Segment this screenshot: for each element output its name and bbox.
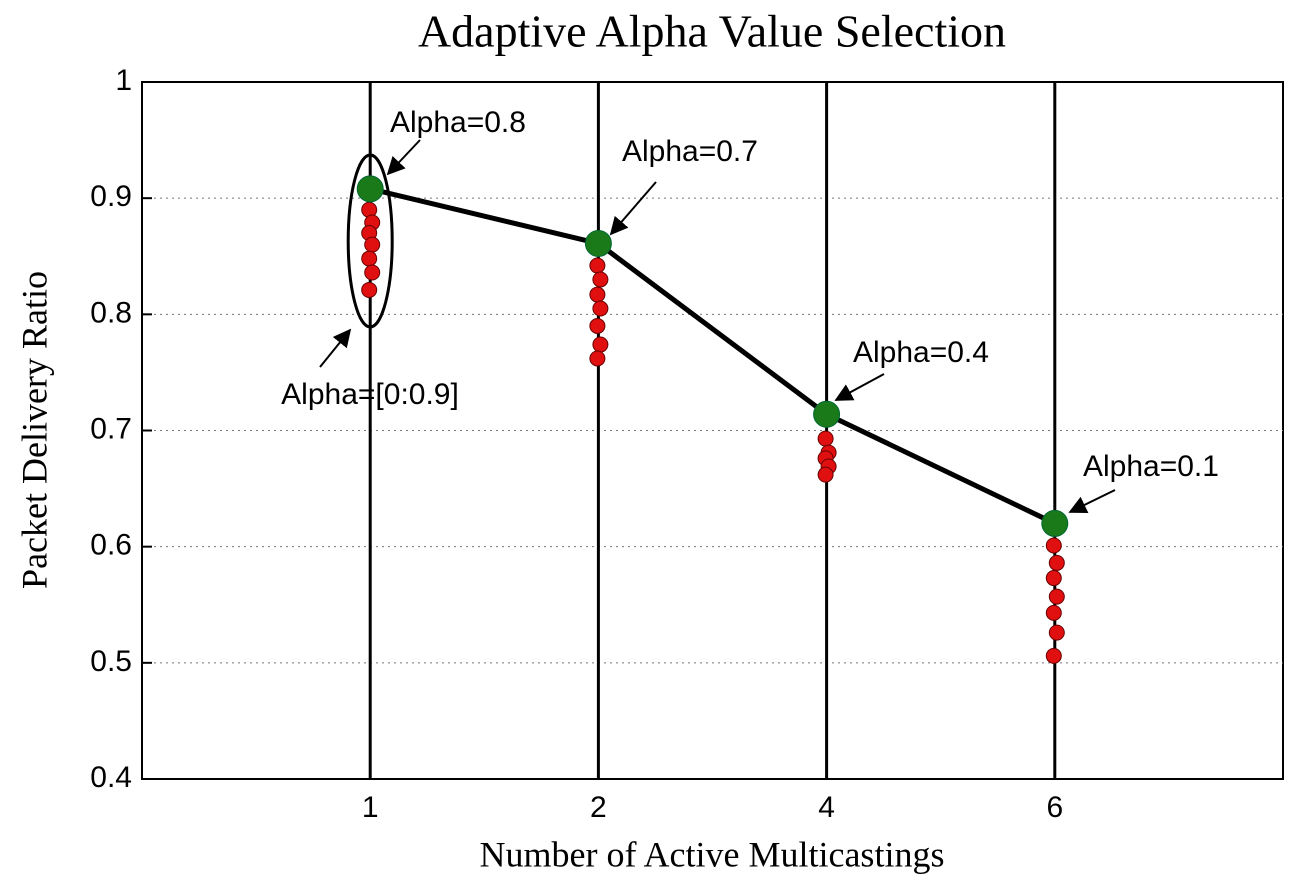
y-tick-label: 0.6 (90, 529, 132, 562)
annotation-arrow (319, 328, 352, 368)
y-tick-label: 0.4 (90, 761, 132, 794)
alpha-point (1045, 537, 1062, 554)
alpha-point (1048, 554, 1065, 571)
y-axis-label: Packet Delivery Ratio (14, 271, 54, 589)
annotation: Alpha=0.7 (622, 135, 758, 168)
alpha-point (592, 336, 609, 353)
annotation: Alpha=[0:0.9] (281, 378, 459, 411)
annotation-arrow (834, 373, 885, 401)
annotation: Alpha=0.4 (853, 336, 989, 369)
alpha-point (592, 300, 609, 317)
best-alpha-point (356, 175, 384, 203)
x-tick-label: 2 (590, 791, 607, 824)
annotation: Alpha=0.1 (1083, 450, 1219, 483)
alpha-point (1045, 647, 1062, 664)
annotation-arrow (1068, 489, 1116, 513)
alpha-point (589, 317, 606, 334)
alpha-point (817, 430, 834, 447)
alpha-point (361, 281, 378, 298)
x-tick-label: 6 (1046, 791, 1063, 824)
alpha-point (364, 264, 381, 281)
alpha-point (1048, 588, 1065, 605)
best-alpha-point (813, 400, 841, 428)
y-tick-label: 0.8 (90, 296, 132, 329)
alpha-point (817, 466, 834, 483)
alpha-point (1045, 570, 1062, 587)
highlight-ellipse (346, 153, 394, 329)
alpha-point (589, 257, 606, 274)
y-tick-label: 1 (115, 64, 132, 97)
annotation: Alpha=0.8 (390, 106, 526, 139)
annotation-arrow (386, 139, 421, 176)
alpha-point (592, 271, 609, 288)
alpha-point (1045, 604, 1062, 621)
alpha-point (1048, 624, 1065, 641)
alpha-point (361, 250, 378, 267)
y-tick-label: 0.9 (90, 180, 132, 213)
x-tick-label: 4 (818, 791, 835, 824)
best-alpha-point (1041, 509, 1069, 537)
alpha-point (589, 286, 606, 303)
x-tick-label: 1 (362, 791, 379, 824)
best-alpha-point (584, 229, 612, 257)
chart-title: Adaptive Alpha Value Selection (418, 6, 1006, 57)
y-tick-label: 0.7 (90, 412, 132, 445)
best-alpha-line (369, 186, 1056, 526)
y-tick-label: 0.5 (90, 645, 132, 678)
alpha-point (364, 236, 381, 253)
alpha-point (589, 350, 606, 367)
x-axis-label: Number of Active Multicastings (480, 834, 945, 874)
annotation-arrow (609, 181, 657, 236)
